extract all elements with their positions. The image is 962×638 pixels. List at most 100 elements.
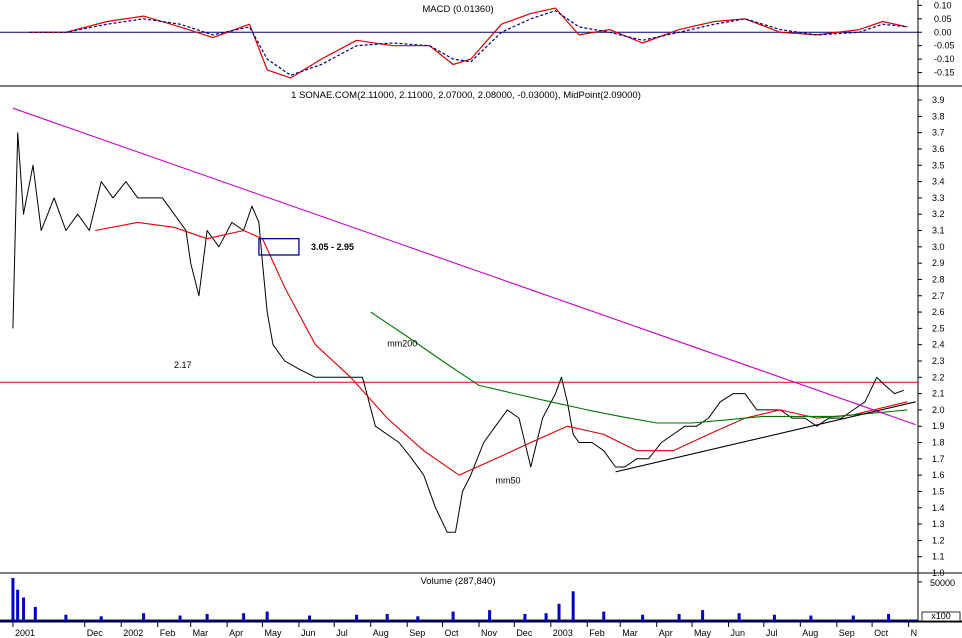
price-ytick-label: 2.5 — [932, 323, 945, 333]
price-ytick-label: 1.9 — [932, 421, 945, 431]
volume-bar — [99, 616, 103, 621]
x-tick-label: Jun — [301, 628, 316, 638]
x-tick-label: 2003 — [553, 628, 573, 638]
x-tick-label: May — [264, 628, 282, 638]
volume-unit-label: x100 — [931, 611, 951, 621]
data-layer — [0, 7, 918, 621]
x-tick-label: Jul — [766, 628, 778, 638]
volume-bar — [809, 615, 813, 621]
x-tick-label: May — [694, 628, 712, 638]
macd-ytick-label: 0.00 — [934, 27, 952, 37]
x-tick-label: Mar — [193, 628, 209, 638]
volume-bar — [737, 613, 741, 621]
x-tick-label: Jul — [336, 628, 348, 638]
macd-series-macd — [29, 7, 908, 79]
price-ytick-label: 2.3 — [932, 356, 945, 366]
volume-unit-box — [921, 611, 961, 622]
macd-series-signal — [29, 10, 908, 76]
price-series-mm200 — [370, 311, 908, 424]
volume-bar — [178, 615, 182, 621]
volume-bar — [488, 610, 492, 621]
volume-bar — [677, 613, 681, 621]
price-title: 1 SONAE.COM(2.11000, 2.11000, 2.07000, 2… — [291, 90, 641, 101]
x-tick-label: Aug — [373, 628, 389, 638]
x-tick-label: Nov — [481, 628, 498, 638]
volume-bar — [308, 615, 312, 621]
price-ytick-label: 1.4 — [932, 503, 945, 513]
price-ytick-label: 1.7 — [932, 454, 945, 464]
x-tick-label: Dec — [516, 628, 533, 638]
price-series-downtrend — [12, 107, 916, 426]
price-resistance-box — [258, 238, 300, 256]
price-ytick-label: 3.6 — [932, 144, 945, 154]
x-tick-label: Mar — [622, 628, 638, 638]
price-ytick-label: 1.5 — [932, 486, 945, 496]
price-ytick-label: 2.7 — [932, 291, 945, 301]
price-ytick-label: 3.5 — [932, 160, 945, 170]
macd-title: MACD (0.01360) — [422, 4, 493, 15]
price-ytick-label: 2.1 — [932, 389, 945, 399]
price-ytick-label: 2.0 — [932, 405, 945, 415]
price-annotation-mm200: mm200 — [387, 338, 417, 348]
volume-ytick-label: 50000 — [930, 578, 955, 588]
price-ytick-label: 3.1 — [932, 226, 945, 236]
volume-bar — [142, 613, 146, 621]
volume-bar — [851, 615, 855, 621]
x-tick-label: 2002 — [123, 628, 143, 638]
price-ytick-label: 3.0 — [932, 242, 945, 252]
volume-bar — [416, 616, 420, 621]
x-tick-label: Jun — [731, 628, 746, 638]
price-ytick-label: 2.9 — [932, 258, 945, 268]
volume-bar — [22, 597, 26, 621]
x-tick-label: N — [911, 628, 918, 638]
price-ytick-label: 1.2 — [932, 535, 945, 545]
x-tick-label: Oct — [874, 628, 889, 638]
price-ytick-label: 3.4 — [932, 177, 945, 187]
price-ytick-label: 3.3 — [932, 193, 945, 203]
price-ytick-label: 3.9 — [932, 95, 945, 105]
volume-bar — [355, 614, 359, 621]
macd-ytick-label: -0.10 — [934, 54, 955, 64]
volume-bar — [602, 611, 606, 621]
volume-bar — [385, 613, 389, 621]
text-layer: 0.10 0.05 0.00 -0.05 -0.10 -0.15 MACD (0.01360… — [15, 0, 961, 638]
macd-ytick-label: 0.10 — [934, 0, 952, 10]
x-tick-label: Apr — [659, 628, 673, 638]
price-series-price — [12, 132, 905, 533]
volume-bar — [11, 578, 15, 621]
volume-bar — [242, 613, 246, 621]
volume-bar — [557, 603, 561, 621]
macd-ytick-label: -0.15 — [934, 68, 955, 78]
volume-bar — [451, 611, 455, 621]
price-ytick-label: 2.4 — [932, 340, 945, 350]
volume-bar — [641, 614, 645, 621]
price-ytick-label: 1.8 — [932, 438, 945, 448]
price-ytick-label: 3.7 — [932, 128, 945, 138]
volume-bar — [523, 613, 527, 621]
volume-bar — [205, 613, 209, 621]
price-ytick-label: 1.3 — [932, 519, 945, 529]
volume-bar — [544, 613, 548, 621]
volume-bar — [772, 614, 776, 621]
price-annotation-mm50: mm50 — [495, 475, 520, 485]
price-series-mm50 — [95, 221, 908, 476]
volume-bar — [16, 589, 20, 621]
x-tick-label: Aug — [802, 628, 818, 638]
price-ytick-label: 3.2 — [932, 209, 945, 219]
volume-bar — [571, 591, 575, 621]
price-ytick-label: 1.1 — [932, 552, 945, 562]
x-tick-label: Feb — [160, 628, 176, 638]
price-ytick-label: 1.0 — [932, 568, 945, 578]
macd-ytick-label: -0.05 — [934, 41, 955, 51]
price-ytick-label: 3.8 — [932, 111, 945, 121]
volume-bar — [701, 610, 705, 621]
price-series-uptrend — [615, 401, 916, 473]
volume-bar — [265, 611, 269, 621]
price-hline-label: 2.17 — [174, 360, 192, 370]
price-ytick-label: 1.6 — [932, 470, 945, 480]
x-tick-label: Feb — [589, 628, 605, 638]
x-tick-label: 2001 — [15, 628, 35, 638]
x-tick-label: Oct — [445, 628, 460, 638]
x-tick-label: Apr — [229, 628, 243, 638]
